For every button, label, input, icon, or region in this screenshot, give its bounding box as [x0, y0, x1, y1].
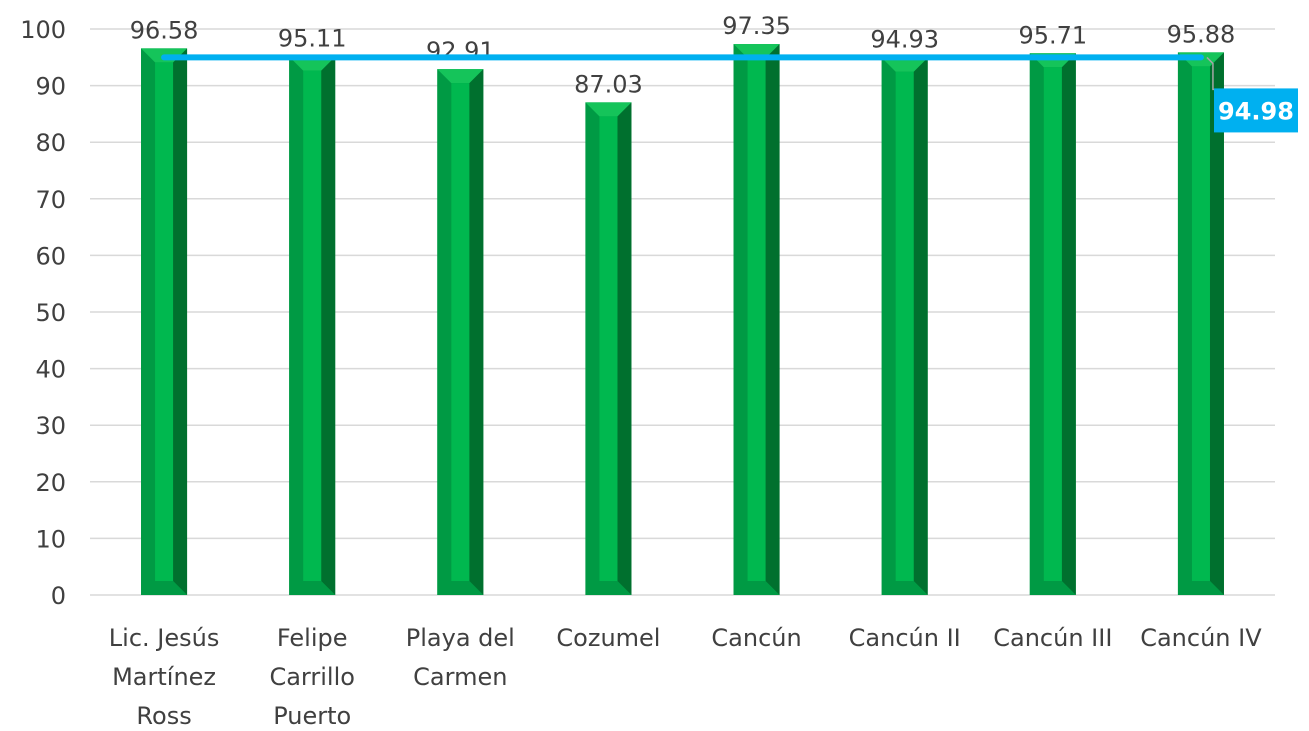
y-tick-label: 30 [35, 412, 66, 440]
x-category-label: Carmen [413, 663, 507, 691]
data-label: 95.71 [1018, 21, 1087, 49]
y-tick-label: 60 [35, 242, 66, 270]
bar [585, 102, 632, 595]
y-tick-label: 10 [35, 525, 66, 553]
data-label: 94.93 [870, 26, 939, 54]
x-category-label: Cancún III [993, 624, 1112, 652]
y-tick-label: 70 [35, 186, 66, 214]
data-label: 97.35 [722, 12, 791, 40]
data-label: 96.58 [130, 16, 199, 44]
x-category-label: Ross [136, 702, 191, 730]
y-tick-label: 80 [35, 129, 66, 157]
data-label: 95.11 [278, 25, 347, 53]
x-category-label: Cozumel [556, 624, 660, 652]
data-label: 87.03 [574, 70, 643, 98]
bar [141, 48, 188, 596]
bar [881, 57, 928, 595]
average-label: 94.98 [1218, 97, 1294, 125]
x-category-label: Martínez [112, 663, 216, 691]
x-category-label: Puerto [273, 702, 351, 730]
y-tick-label: 90 [35, 73, 66, 101]
y-tick-label: 50 [35, 299, 66, 327]
x-category-label: Lic. Jesús [109, 624, 220, 652]
bar [437, 69, 484, 596]
data-label: 95.88 [1167, 20, 1236, 48]
average-label-box [1214, 88, 1298, 133]
bar [1029, 53, 1076, 596]
y-tick-label: 20 [35, 469, 66, 497]
y-tick-label: 40 [35, 356, 66, 384]
x-category-label: Carrillo [269, 663, 354, 691]
y-tick-label: 0 [51, 582, 66, 610]
data-label: 92.91 [426, 37, 495, 65]
bar [1177, 52, 1224, 595]
x-category-label: Cancún IV [1140, 624, 1262, 652]
x-category-label: Cancún II [849, 624, 961, 652]
x-category-label: Cancún [711, 624, 801, 652]
x-category-label: Playa del [406, 624, 515, 652]
y-tick-label: 100 [20, 16, 66, 44]
x-category-label: Felipe [277, 624, 348, 652]
bar [289, 56, 336, 596]
bar [733, 43, 780, 595]
